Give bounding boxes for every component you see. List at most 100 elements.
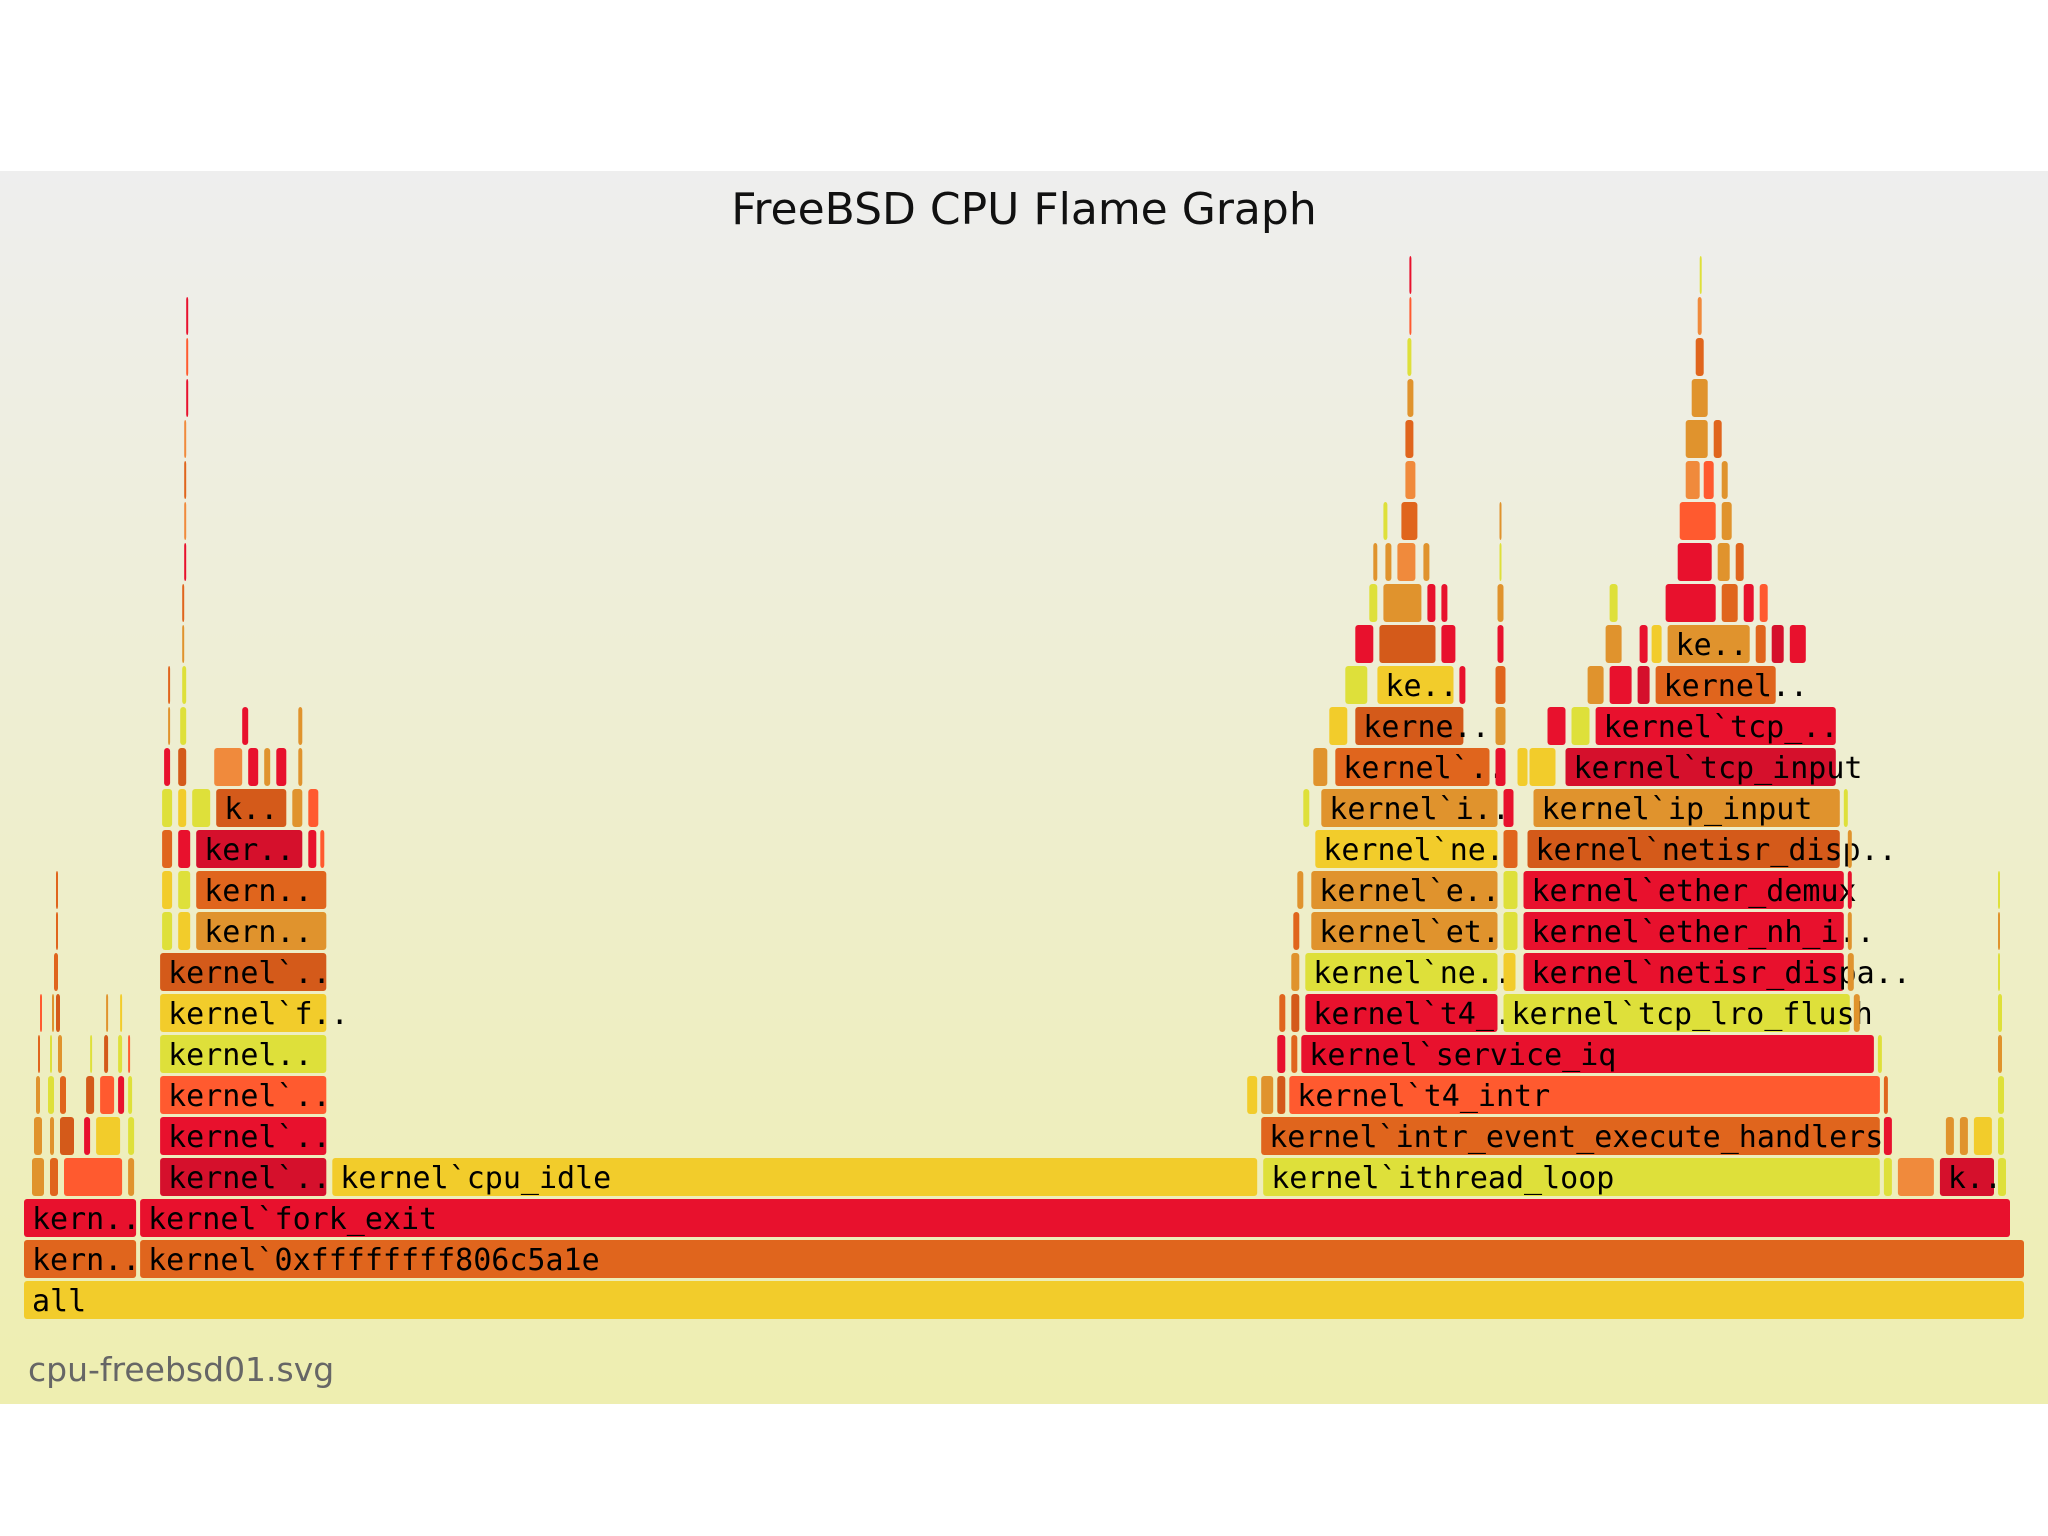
flame-frame-unlabeled[interactable] — [1497, 584, 1504, 622]
flame-frame-rect[interactable] — [1998, 1035, 2002, 1073]
flame-frame-rect[interactable] — [1523, 912, 1844, 950]
flame-frame-rect[interactable] — [56, 994, 60, 1032]
flame-frame-rect[interactable] — [56, 912, 58, 950]
flame-frame-unlabeled[interactable] — [1755, 625, 1766, 663]
flame-frame[interactable]: kernel`.. — [160, 1158, 331, 1196]
flame-frame-unlabeled[interactable] — [1639, 625, 1648, 663]
flame-frame-rect[interactable] — [58, 1035, 62, 1073]
flame-frame-rect[interactable] — [1877, 1035, 1882, 1073]
flame-frame-unlabeled[interactable] — [58, 1035, 62, 1073]
flame-frame-unlabeled[interactable] — [128, 1117, 135, 1155]
flame-frame[interactable]: ke.. — [1667, 625, 1750, 663]
flame-frame-unlabeled[interactable] — [100, 1076, 115, 1114]
flame-frame-rect[interactable] — [1315, 830, 1498, 868]
flame-frame-unlabeled[interactable] — [1587, 666, 1604, 704]
flame-frame-unlabeled[interactable] — [308, 789, 319, 827]
flame-frame-unlabeled[interactable] — [1677, 543, 1712, 581]
flame-frame-rect[interactable] — [1329, 707, 1348, 745]
flame-frame-unlabeled[interactable] — [1397, 543, 1416, 581]
flame-frame-unlabeled[interactable] — [178, 789, 187, 827]
flame-frame-rect[interactable] — [1883, 1158, 1892, 1196]
flame-frame-unlabeled[interactable] — [128, 1035, 131, 1073]
flame-frame-rect[interactable] — [1717, 543, 1730, 581]
flame-frame-rect[interactable] — [1565, 748, 1836, 786]
flame-frame-rect[interactable] — [1311, 912, 1498, 950]
flame-frame-rect[interactable] — [128, 1035, 131, 1073]
flame-frame-rect[interactable] — [1529, 748, 1556, 786]
flame-frame-rect[interactable] — [1713, 420, 1722, 458]
flame-frame-rect[interactable] — [1441, 625, 1456, 663]
flame-frame-rect[interactable] — [1847, 871, 1852, 909]
flame-frame-unlabeled[interactable] — [1499, 502, 1502, 540]
flame-frame-rect[interactable] — [1847, 912, 1852, 950]
flame-frame-rect[interactable] — [1651, 625, 1662, 663]
flame-frame-unlabeled[interactable] — [1665, 584, 1716, 622]
flame-frame-rect[interactable] — [1369, 584, 1378, 622]
flame-frame-unlabeled[interactable] — [1407, 379, 1414, 417]
flame-frame-unlabeled[interactable] — [1459, 666, 1466, 704]
flame-frame-unlabeled[interactable] — [1713, 420, 1722, 458]
flame-frame-unlabeled[interactable] — [1998, 1035, 2002, 1073]
flame-frame[interactable]: kernel`ether_demux — [1523, 871, 1857, 909]
flame-frame-rect[interactable] — [186, 338, 189, 376]
flame-frame-rect[interactable] — [298, 748, 303, 786]
flame-frame[interactable]: kernel`tcp_.. — [1595, 707, 1839, 745]
flame-frame-unlabeled[interactable] — [1699, 256, 1702, 294]
flame-frame-rect[interactable] — [1883, 1076, 1888, 1114]
flame-frame-unlabeled[interactable] — [1771, 625, 1784, 663]
flame-frame-unlabeled[interactable] — [84, 1117, 91, 1155]
flame-frame[interactable]: kernel.. — [160, 1035, 327, 1073]
flame-frame-unlabeled[interactable] — [1401, 502, 1418, 540]
flame-frame-unlabeled[interactable] — [1277, 1035, 1286, 1073]
flame-frame-rect[interactable] — [100, 1076, 115, 1114]
flame-frame-rect[interactable] — [1998, 1158, 2006, 1196]
flame-frame-unlabeled[interactable] — [1499, 543, 1502, 581]
flame-frame-rect[interactable] — [1321, 789, 1498, 827]
flame-frame-rect[interactable] — [1759, 584, 1768, 622]
flame-frame-rect[interactable] — [1695, 338, 1704, 376]
flame-frame-rect[interactable] — [1547, 707, 1566, 745]
flame-frame-unlabeled[interactable] — [1743, 584, 1754, 622]
flame-frame-unlabeled[interactable] — [118, 1035, 123, 1073]
flame-frame-unlabeled[interactable] — [1373, 543, 1378, 581]
flame-frame-unlabeled[interactable] — [1721, 461, 1728, 499]
flame-frame-unlabeled[interactable] — [40, 994, 42, 1032]
flame-frame-unlabeled[interactable] — [1609, 584, 1618, 622]
flame-frame-rect[interactable] — [106, 994, 109, 1032]
flame-frame-unlabeled[interactable] — [242, 707, 249, 745]
flame-frame-unlabeled[interactable] — [1503, 912, 1518, 950]
flame-frame[interactable]: kernel`e.. — [1311, 871, 1500, 909]
flame-frame-unlabeled[interactable] — [1369, 584, 1378, 622]
flame-frame-rect[interactable] — [1345, 666, 1368, 704]
flame-frame-unlabeled[interactable] — [1735, 543, 1744, 581]
flame-frame-unlabeled[interactable] — [1679, 502, 1716, 540]
flame-frame-unlabeled[interactable] — [1651, 625, 1662, 663]
flame-frame-rect[interactable] — [160, 1035, 327, 1073]
flame-frame-rect[interactable] — [54, 953, 58, 991]
flame-frame[interactable]: kernel`.. — [1335, 748, 1506, 786]
flame-frame-rect[interactable] — [1383, 502, 1388, 540]
flame-frame-rect[interactable] — [32, 1158, 44, 1196]
flame-frame-rect[interactable] — [1771, 625, 1784, 663]
flame-frame-unlabeled[interactable] — [184, 502, 187, 540]
flame-frame-rect[interactable] — [1533, 789, 1840, 827]
flame-frame[interactable]: kernel`cpu_idle — [332, 1158, 1258, 1196]
flame-frame[interactable]: kernel`netisr_dispa.. — [1523, 953, 1911, 991]
flame-frame-rect[interactable] — [24, 1199, 137, 1237]
flame-frame-rect[interactable] — [1499, 502, 1502, 540]
flame-frame-rect[interactable] — [140, 1240, 2025, 1278]
flame-frame-unlabeled[interactable] — [1998, 994, 2002, 1032]
flame-frame-unlabeled[interactable] — [162, 830, 173, 868]
flame-frame-unlabeled[interactable] — [1877, 1035, 1882, 1073]
flame-frame-rect[interactable] — [86, 1076, 95, 1114]
flame-frame-rect[interactable] — [1743, 584, 1754, 622]
flame-frame-rect[interactable] — [1843, 789, 1848, 827]
flame-frame-unlabeled[interactable] — [1497, 625, 1504, 663]
flame-frame-unlabeled[interactable] — [56, 994, 60, 1032]
flame-frame[interactable]: kernel`ithread_loop — [1263, 1158, 1880, 1196]
flame-frame-rect[interactable] — [184, 420, 187, 458]
flame-frame-rect[interactable] — [56, 871, 58, 909]
flame-frame-unlabeled[interactable] — [1495, 707, 1506, 745]
flame-frame-rect[interactable] — [1847, 953, 1854, 991]
flame-frame-rect[interactable] — [1685, 420, 1708, 458]
